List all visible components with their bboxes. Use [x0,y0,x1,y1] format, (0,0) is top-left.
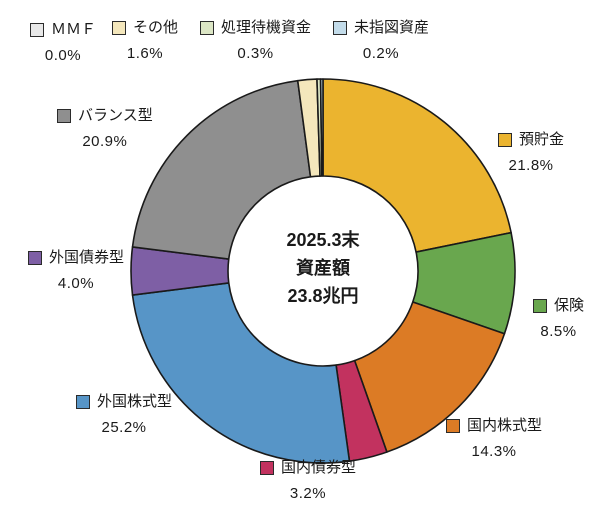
legend-label: 処理待機資金 [221,19,312,36]
legend-percent: 14.3% [471,443,517,460]
legend-item-mmf: ＭＭＦ 0.0% [30,22,96,63]
legend-label: その他 [133,19,179,36]
legend-swatch-sonota [112,20,126,35]
donut-slice-4 [131,282,351,464]
legend-item-shoritaiki: 処理待機資金 0.3% [200,20,311,61]
legend-swatch-mishizu [333,20,347,35]
legend-percent: 0.0% [44,47,82,64]
legend-item-yochokin: 預貯金 21.8% [498,132,564,173]
center-label-date: 2025.3末 [286,230,360,250]
legend-swatch-mmf [30,22,44,37]
legend-swatch-hoken [533,298,547,313]
legend-label: バランス型 [78,107,153,124]
donut-center-label: 2025.3末 資産額 23.8兆円 [213,226,433,310]
legend-percent: 1.6% [126,45,164,62]
legend-item-gaikokukabushiki: 外国株式型 25.2% [76,394,172,435]
legend-swatch-kokunaikabushiki [446,418,460,433]
legend-percent: 4.0% [57,275,95,292]
legend-label: 未指図資産 [354,19,430,36]
legend-percent: 0.2% [362,45,400,62]
legend-swatch-gaikokukabushiki [76,394,90,409]
legend-swatch-yochokin [498,132,512,147]
legend-item-kokunaisaiken: 国内債券型 3.2% [260,460,356,501]
legend-swatch-kokunaisaiken [260,460,274,475]
legend-item-mishizu: 未指図資産 0.2% [333,20,429,61]
donut-slice-6 [131,79,312,260]
legend-item-balance: バランス型 20.9% [57,108,153,149]
legend-label: 外国株式型 [97,393,173,410]
legend-percent: 8.5% [540,323,577,340]
donut-slice-10 [319,78,324,177]
legend-item-hoken: 保険 8.5% [533,298,584,339]
legend-swatch-shoritaiki [200,20,214,35]
center-label-amount: 23.8兆円 [287,286,359,306]
legend-label: 預貯金 [519,131,565,148]
legend-percent: 20.9% [82,133,128,150]
donut-slice-0 [322,78,512,253]
legend-label: 保険 [554,297,585,314]
legend-label: ＭＭＦ [51,21,97,38]
legend-percent: 0.3% [237,45,274,62]
legend-percent: 25.2% [101,419,147,436]
legend-percent: 21.8% [508,157,554,174]
legend-label: 国内債券型 [281,459,357,476]
legend-label: 国内株式型 [467,417,543,434]
legend-swatch-balance [57,108,71,123]
legend-item-gaikokusaiken: 外国債券型 4.0% [28,250,124,291]
legend-swatch-gaikokusaiken [28,250,42,265]
legend-percent: 3.2% [289,485,327,502]
legend-item-sonota: その他 1.6% [112,20,178,61]
legend-item-kokunaikabushiki: 国内株式型 14.3% [446,418,542,459]
center-label-title: 資産額 [296,258,350,278]
legend-label: 外国債券型 [49,249,125,266]
